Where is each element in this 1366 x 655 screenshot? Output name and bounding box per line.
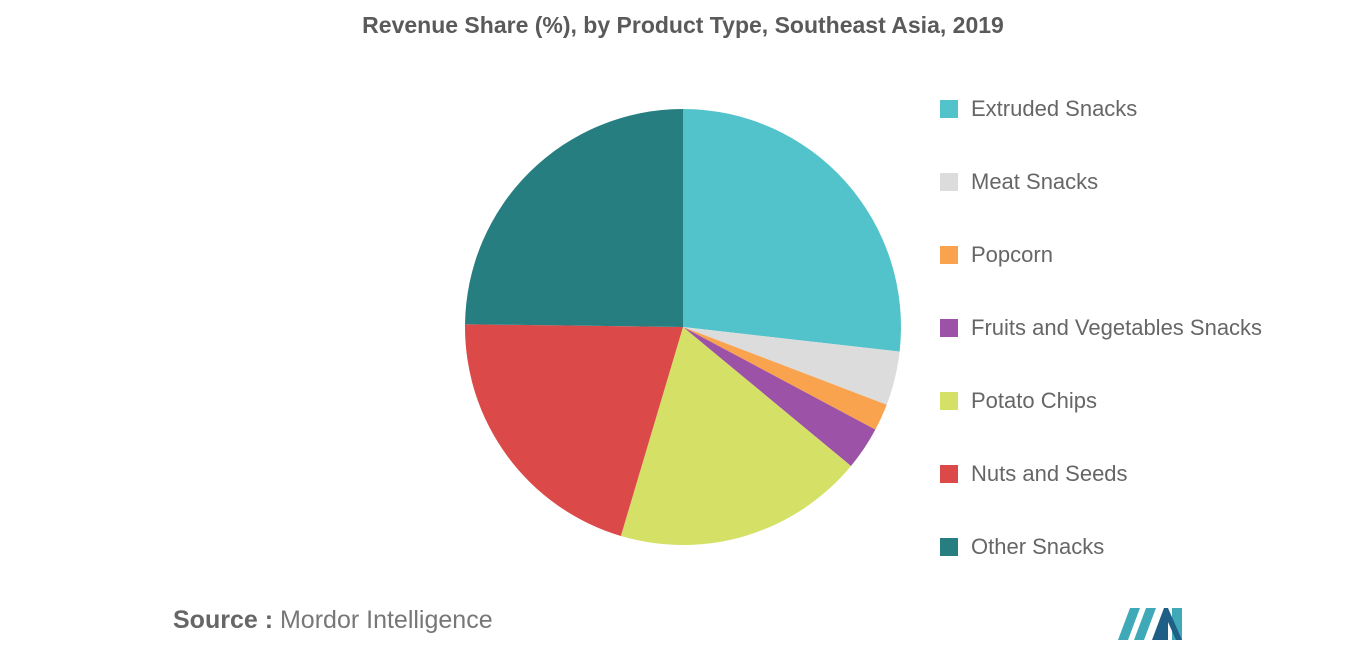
legend-label: Potato Chips — [971, 388, 1097, 413]
legend-label: Nuts and Seeds — [971, 461, 1128, 486]
pie-slice-potato-chips — [620, 327, 851, 546]
pie-slice-extruded-snacks — [683, 108, 902, 352]
chart-legend: Extruded Snacks Meat Snacks Popcorn Fruits … — [940, 95, 1262, 606]
legend-label: Meat Snacks — [971, 169, 1099, 194]
chart-title: Revenue Share (%), by Product Type, Sout… — [362, 12, 1004, 38]
legend-label: Popcorn — [971, 242, 1053, 267]
source-label: Source : — [173, 606, 274, 634]
legend-swatch — [940, 465, 958, 483]
legend-item: Extruded Snacks — [940, 95, 1262, 168]
legend-item: Fruits and Vegetables Snacks — [940, 314, 1262, 387]
pie-slice-nuts-and-seeds — [465, 324, 683, 536]
legend-swatch — [940, 246, 958, 264]
legend-label: Extruded Snacks — [971, 96, 1138, 121]
legend-item: Nuts and Seeds — [940, 460, 1262, 533]
legend-item: Meat Snacks — [940, 168, 1262, 241]
pie-slice-fruits-and-vegetables-snacks — [683, 327, 876, 466]
legend-item: Popcorn — [940, 241, 1262, 314]
legend-swatch — [940, 173, 958, 191]
pie-slice-other-snacks — [465, 109, 683, 327]
legend-item: Potato Chips — [940, 387, 1262, 460]
source-text: Mordor Intelligence — [279, 606, 493, 634]
pie-slice-meat-snacks — [683, 327, 900, 405]
mordor-intelligence-logo-icon — [1118, 608, 1182, 640]
source-note: Source : Mordor Intelligence — [173, 606, 493, 635]
pie-slice-popcorn — [683, 327, 887, 430]
legend-swatch — [940, 319, 958, 337]
legend-swatch — [940, 100, 958, 118]
legend-swatch — [940, 392, 958, 410]
legend-item: Other Snacks — [940, 533, 1262, 606]
legend-label: Fruits and Vegetables Snacks — [971, 315, 1263, 340]
legend-label: Other Snacks — [971, 534, 1105, 559]
legend-swatch — [940, 538, 958, 556]
pie-slices — [465, 108, 902, 546]
